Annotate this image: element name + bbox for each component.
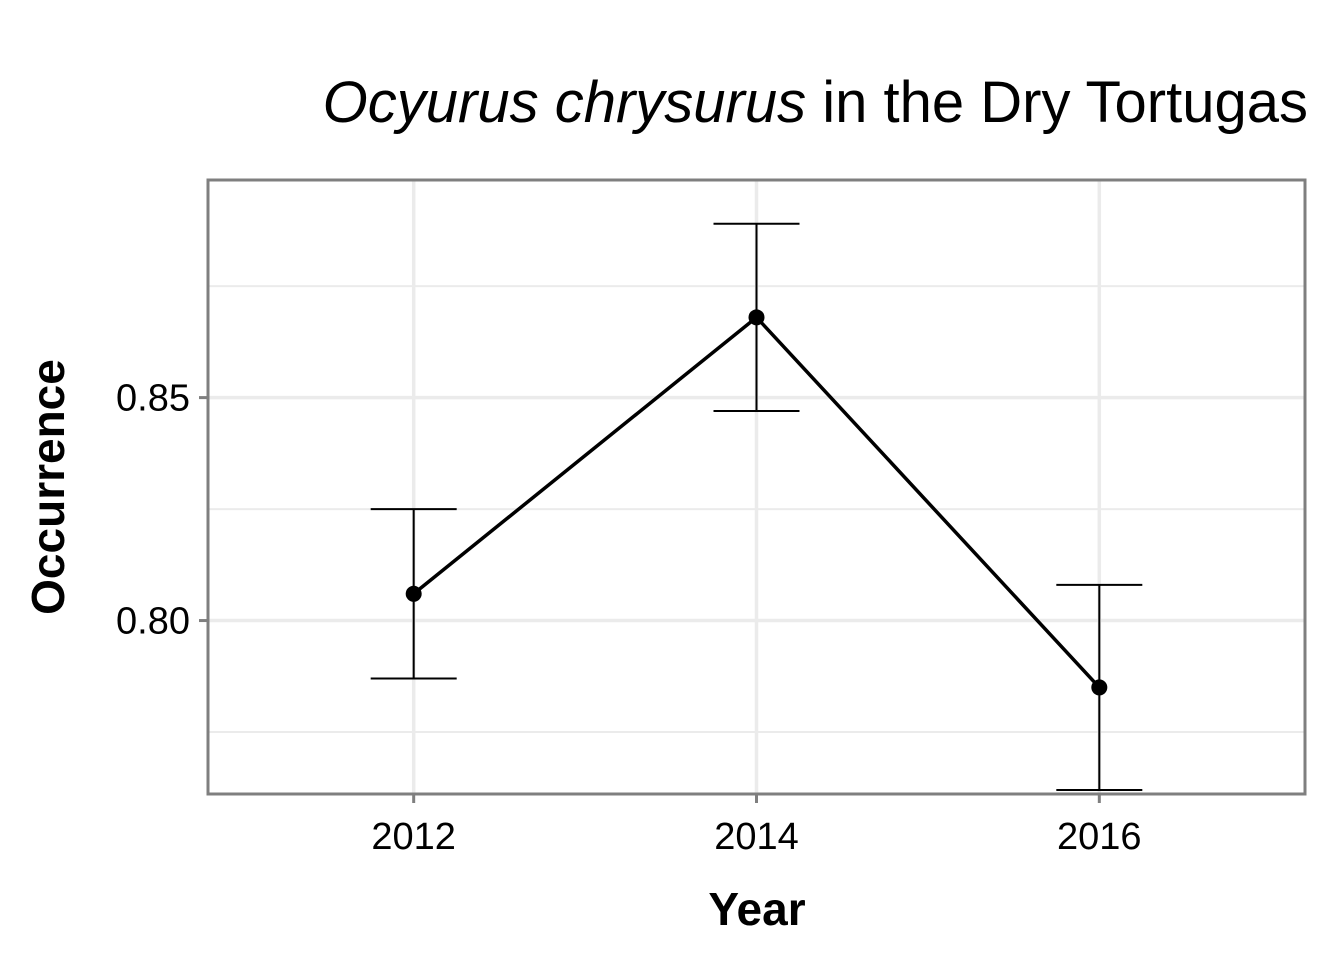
data-point xyxy=(405,585,422,602)
x-tick-label: 2012 xyxy=(371,816,456,858)
chart-title-rest: in the Dry Tortugas xyxy=(822,70,1308,135)
chart-title-space xyxy=(806,70,822,135)
x-tick-label: 2014 xyxy=(714,816,799,858)
y-tick-label: 0.85 xyxy=(116,378,190,420)
y-tick-label: 0.80 xyxy=(116,601,190,643)
x-tick-label: 2016 xyxy=(1057,816,1142,858)
axis-ticks: 0.80 0.85 2012 2014 2016 xyxy=(116,378,1142,858)
data-point xyxy=(748,309,765,326)
x-axis-title: Year xyxy=(708,883,805,935)
data-point xyxy=(1091,679,1108,696)
chart-title-italic: Ocyurus chrysurus xyxy=(323,70,806,135)
chart-title: Ocyurus chrysurus in the Dry Tortugas xyxy=(323,70,1308,135)
y-axis-title: Occurrence xyxy=(22,359,74,615)
data-points xyxy=(405,309,1108,696)
